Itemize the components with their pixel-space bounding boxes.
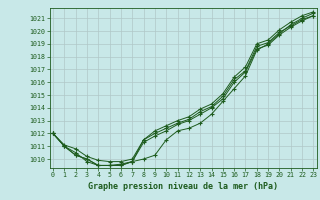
X-axis label: Graphe pression niveau de la mer (hPa): Graphe pression niveau de la mer (hPa) (88, 182, 278, 191)
